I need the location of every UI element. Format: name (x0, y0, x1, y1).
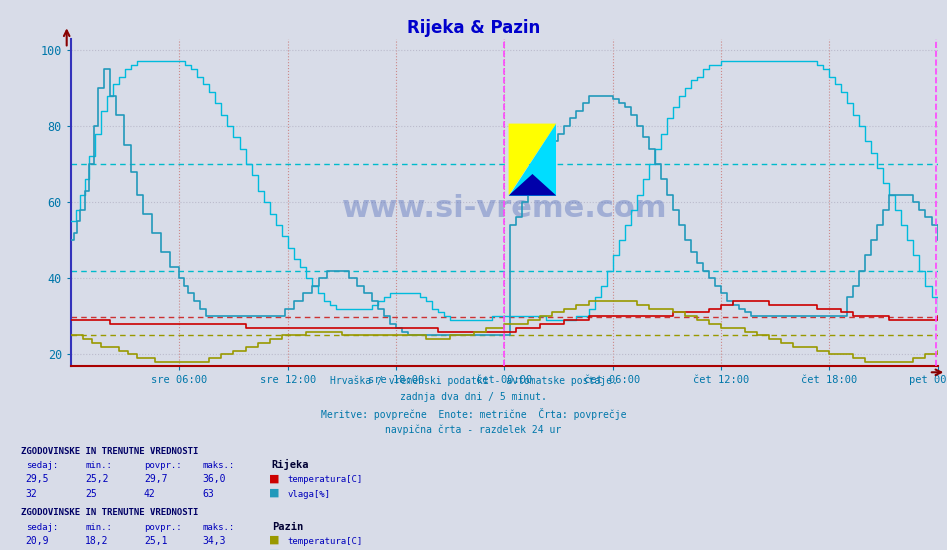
Polygon shape (509, 124, 556, 196)
Text: 25: 25 (85, 488, 97, 499)
Text: vlaga[%]: vlaga[%] (288, 490, 331, 499)
Text: ■: ■ (269, 549, 279, 550)
Text: 25,1: 25,1 (144, 536, 168, 546)
Text: sedaj:: sedaj: (26, 522, 58, 531)
Text: Rijeka: Rijeka (272, 459, 310, 470)
Text: maks.:: maks.: (203, 522, 235, 531)
Text: 18,2: 18,2 (85, 536, 109, 546)
Text: www.si-vreme.com: www.si-vreme.com (342, 194, 667, 223)
Text: 32: 32 (26, 488, 37, 499)
Text: ZGODOVINSKE IN TRENUTNE VREDNOSTI: ZGODOVINSKE IN TRENUTNE VREDNOSTI (21, 508, 198, 517)
Text: 29,7: 29,7 (144, 474, 168, 485)
Polygon shape (509, 124, 556, 196)
Text: ■: ■ (269, 535, 279, 544)
Text: 42: 42 (144, 488, 155, 499)
Text: 36,0: 36,0 (203, 474, 226, 485)
Text: navpična črta - razdelek 24 ur: navpična črta - razdelek 24 ur (385, 425, 562, 435)
Text: min.:: min.: (85, 461, 112, 470)
Text: ■: ■ (269, 487, 279, 498)
Text: zadnja dva dni / 5 minut.: zadnja dva dni / 5 minut. (400, 392, 547, 402)
Polygon shape (509, 174, 556, 196)
Text: 34,3: 34,3 (203, 536, 226, 546)
Text: temperatura[C]: temperatura[C] (288, 475, 363, 485)
Text: Pazin: Pazin (272, 521, 303, 531)
Text: Hrvaška / vremenski podatki - avtomatske postaje.: Hrvaška / vremenski podatki - avtomatske… (330, 375, 617, 386)
Text: povpr.:: povpr.: (144, 461, 182, 470)
Text: maks.:: maks.: (203, 461, 235, 470)
Text: sedaj:: sedaj: (26, 461, 58, 470)
Text: ZGODOVINSKE IN TRENUTNE VREDNOSTI: ZGODOVINSKE IN TRENUTNE VREDNOSTI (21, 447, 198, 456)
Text: Rijeka & Pazin: Rijeka & Pazin (407, 19, 540, 37)
Text: povpr.:: povpr.: (144, 522, 182, 531)
Text: Meritve: povprečne  Enote: metrične  Črta: povprečje: Meritve: povprečne Enote: metrične Črta:… (321, 408, 626, 420)
Text: temperatura[C]: temperatura[C] (288, 537, 363, 546)
Text: min.:: min.: (85, 522, 112, 531)
Text: ■: ■ (269, 473, 279, 483)
Text: 25,2: 25,2 (85, 474, 109, 485)
Text: 29,5: 29,5 (26, 474, 49, 485)
Text: 63: 63 (203, 488, 214, 499)
Text: 20,9: 20,9 (26, 536, 49, 546)
